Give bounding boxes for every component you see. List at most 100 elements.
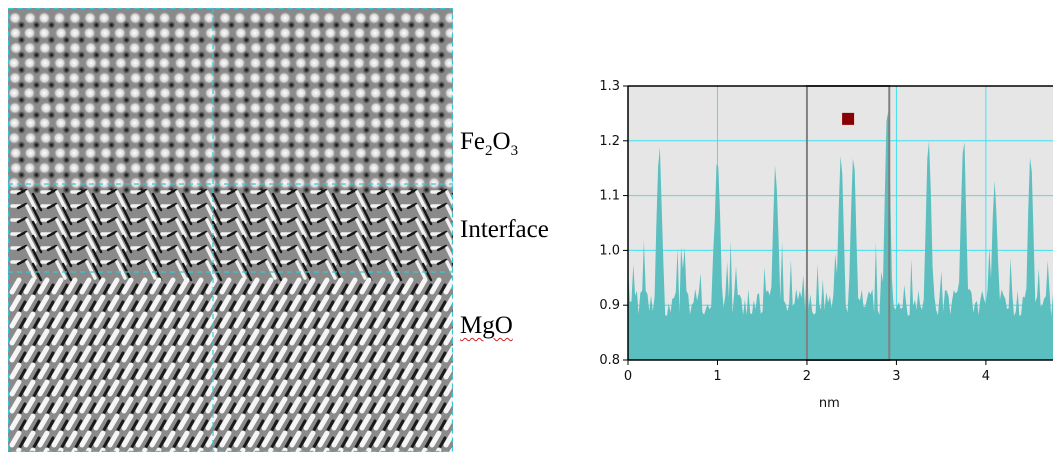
lattice-dark-bar bbox=[368, 283, 377, 296]
lattice-dark-stripe bbox=[16, 258, 28, 266]
lattice-dark-spot bbox=[182, 51, 191, 59]
lattice-dot bbox=[84, 41, 98, 55]
lattice-dark-spot bbox=[197, 66, 206, 74]
lattice-dark-stripe bbox=[286, 202, 298, 210]
lattice-dark-spot bbox=[122, 66, 131, 74]
lattice-stripe bbox=[355, 204, 367, 224]
lattice-dot bbox=[278, 56, 292, 70]
lattice-bar bbox=[23, 362, 36, 380]
y-tick-label: 0.8 bbox=[599, 353, 620, 368]
lattice-dot bbox=[218, 11, 232, 25]
lattice-dot bbox=[128, 116, 142, 130]
lattice-bar bbox=[177, 379, 190, 397]
lattice-stripe bbox=[175, 246, 187, 266]
lattice-dark-bar bbox=[214, 368, 223, 381]
lattice-dot bbox=[352, 26, 366, 40]
lattice-dark-spot bbox=[92, 96, 101, 104]
x-tick-label: 1 bbox=[713, 369, 721, 384]
lattice-dot bbox=[37, 11, 51, 25]
lattice-dark-bar bbox=[214, 317, 223, 330]
lattice-dark-bar bbox=[312, 317, 321, 330]
lattice-bar bbox=[373, 277, 386, 295]
lattice-stripe bbox=[145, 246, 157, 266]
lattice-bar bbox=[401, 328, 414, 346]
lattice-dark-stripe bbox=[286, 216, 298, 224]
lattice-dark-bar bbox=[340, 351, 349, 364]
lattice-bar bbox=[275, 345, 288, 363]
lattice-dark-bar bbox=[172, 300, 181, 313]
lattice-bar bbox=[401, 379, 414, 397]
lattice-bar bbox=[37, 362, 50, 380]
lattice-bar bbox=[163, 362, 176, 380]
lattice-dot bbox=[444, 86, 453, 100]
lattice-bar bbox=[317, 345, 330, 363]
lattice-dark-stripe bbox=[61, 192, 73, 212]
lattice-dot bbox=[83, 11, 97, 25]
lattice-dark-spot bbox=[392, 36, 401, 44]
lattice-bar bbox=[23, 396, 36, 414]
lattice-dark-spot bbox=[47, 141, 56, 149]
lattice-dot bbox=[113, 41, 127, 55]
lattice-dark-bar bbox=[116, 436, 125, 449]
lattice-dark-spot bbox=[347, 36, 356, 44]
lattice-dot bbox=[173, 116, 187, 130]
lattice-dark-spot bbox=[377, 111, 386, 119]
lattice-bar bbox=[177, 277, 190, 295]
lattice-dark-stripe bbox=[196, 258, 208, 266]
lattice-dark-spot bbox=[77, 66, 86, 74]
lattice-dot bbox=[337, 26, 351, 40]
lattice-dark-bar bbox=[144, 368, 153, 381]
lattice-dot bbox=[263, 86, 277, 100]
lattice-dot bbox=[294, 56, 308, 70]
lattice-dot bbox=[98, 41, 112, 55]
lattice-dot bbox=[23, 146, 37, 160]
lattice-dark-bar bbox=[256, 334, 265, 347]
lattice-dot bbox=[337, 56, 351, 70]
lattice-dark-stripe bbox=[151, 192, 163, 212]
selection-marker[interactable] bbox=[842, 112, 855, 125]
lattice-dark-spot bbox=[257, 111, 266, 119]
lattice-dark-bar bbox=[396, 436, 405, 449]
lattice-dot bbox=[53, 101, 67, 115]
lattice-dark-spot bbox=[227, 96, 236, 104]
lattice-bar bbox=[275, 277, 288, 295]
lattice-dark-bar bbox=[340, 368, 349, 381]
lattice-dark-bar bbox=[32, 283, 41, 296]
lattice-bar bbox=[233, 311, 246, 329]
lattice-dark-bar bbox=[214, 351, 223, 364]
lattice-dot bbox=[354, 71, 368, 85]
lattice-bar bbox=[275, 396, 288, 414]
lattice-dark-spot bbox=[452, 173, 453, 177]
lattice-bar bbox=[233, 328, 246, 346]
lattice-dark-bar bbox=[270, 351, 279, 364]
lattice-bar bbox=[331, 396, 344, 414]
lattice-dark-spot bbox=[122, 126, 131, 134]
x-tick-label: 0 bbox=[624, 369, 632, 384]
lattice-stripe bbox=[115, 246, 127, 266]
lattice-dark-stripe bbox=[286, 188, 298, 196]
lattice-bar bbox=[275, 362, 288, 380]
lattice-bar bbox=[387, 362, 400, 380]
lattice-dot bbox=[233, 146, 247, 160]
lattice-dark-bar bbox=[368, 402, 377, 415]
lattice-stripe bbox=[265, 246, 277, 266]
lattice-stripe bbox=[295, 204, 307, 224]
lattice-dark-bar bbox=[46, 300, 55, 313]
lattice-dot bbox=[262, 101, 276, 115]
lattice-bar bbox=[275, 294, 288, 312]
lattice-bar bbox=[331, 413, 344, 431]
lattice-dot bbox=[234, 131, 248, 145]
lattice-dark-stripe bbox=[406, 202, 418, 210]
lattice-dark-bar bbox=[298, 351, 307, 364]
lattice-dot bbox=[143, 11, 157, 25]
lattice-dark-bar bbox=[424, 334, 433, 347]
lattice-dark-stripe bbox=[166, 258, 178, 266]
lattice-dark-stripe bbox=[16, 216, 28, 224]
lattice-dot bbox=[142, 41, 156, 55]
lattice-dark-spot bbox=[287, 156, 296, 164]
lattice-dark-bar bbox=[130, 385, 139, 398]
lattice-dot bbox=[83, 116, 97, 130]
lattice-dot bbox=[159, 101, 173, 115]
lattice-dot bbox=[412, 176, 426, 190]
lattice-dark-bar bbox=[88, 334, 97, 347]
